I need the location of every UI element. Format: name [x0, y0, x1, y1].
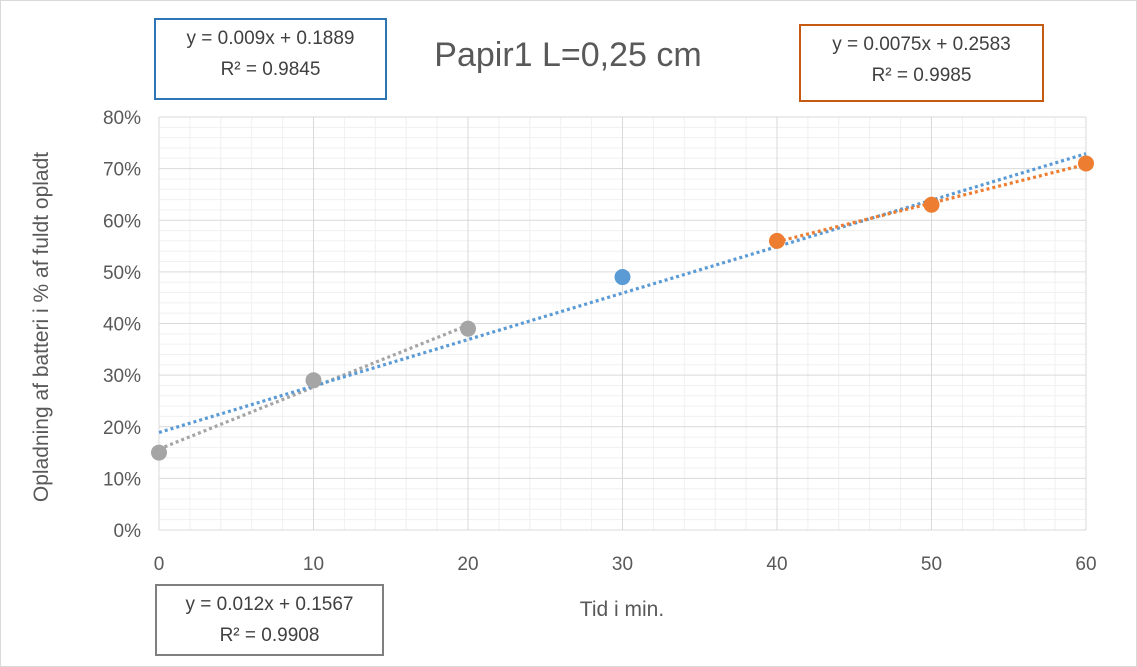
- data-point: [1078, 155, 1094, 172]
- x-tick-label: 40: [766, 554, 787, 575]
- x-tick-label: 30: [612, 554, 633, 575]
- y-tick-label: 20%: [103, 418, 141, 439]
- major-gridlines: [158, 116, 1087, 531]
- y-tick-label: 40%: [103, 315, 141, 336]
- data-point: [305, 372, 322, 389]
- data-point: [151, 444, 167, 461]
- x-tick-label: 60: [1075, 554, 1096, 575]
- trendline-r-squared: R² = 0.9985: [871, 65, 972, 86]
- x-tick-label: 10: [303, 554, 324, 575]
- chart-title: Papir1 L=0,25 cm: [434, 36, 701, 74]
- y-axis-title: Opladning af batteri i % af fuldt opladt: [30, 152, 53, 502]
- trendline-r-squared: R² = 0.9908: [219, 625, 320, 646]
- data-point: [769, 232, 785, 249]
- trendline: [158, 323, 469, 451]
- y-tick-label: 70%: [103, 160, 141, 181]
- y-tick-label: 60%: [103, 211, 141, 232]
- data-points: [151, 155, 1094, 461]
- trendline-equation: y = 0.009x + 0.1889: [186, 28, 355, 49]
- y-tick-label: 10%: [103, 469, 141, 490]
- x-tick-label: 50: [921, 554, 942, 575]
- y-axis-tick-labels: 0% 10% 20% 30% 40% 50% 60% 70% 80%: [103, 108, 141, 542]
- data-point: [923, 196, 940, 213]
- trendline-r-squared: R² = 0.9845: [220, 59, 321, 80]
- trendline-equation: y = 0.012x + 0.1567: [185, 594, 354, 615]
- y-tick-label: 50%: [103, 263, 141, 284]
- x-tick-label: 20: [457, 554, 478, 575]
- trendline-label-gray: y = 0.012x + 0.1567 R² = 0.9908: [155, 584, 384, 656]
- y-tick-label: 0%: [114, 521, 142, 542]
- x-axis-title: Tid i min.: [580, 598, 664, 621]
- trendline-label-orange: y = 0.0075x + 0.2583 R² = 0.9985: [799, 24, 1044, 102]
- data-point: [460, 320, 476, 337]
- x-tick-label: 0: [154, 554, 165, 575]
- x-axis-tick-labels: 0 10 20 30 40 50 60: [154, 554, 1097, 575]
- trendline-label-blue: y = 0.009x + 0.1889 R² = 0.9845: [154, 18, 387, 100]
- y-tick-label: 80%: [103, 108, 141, 129]
- y-tick-label: 30%: [103, 366, 141, 387]
- trendline: [776, 162, 1087, 244]
- trendline-equation: y = 0.0075x + 0.2583: [832, 34, 1011, 55]
- data-point: [614, 269, 631, 286]
